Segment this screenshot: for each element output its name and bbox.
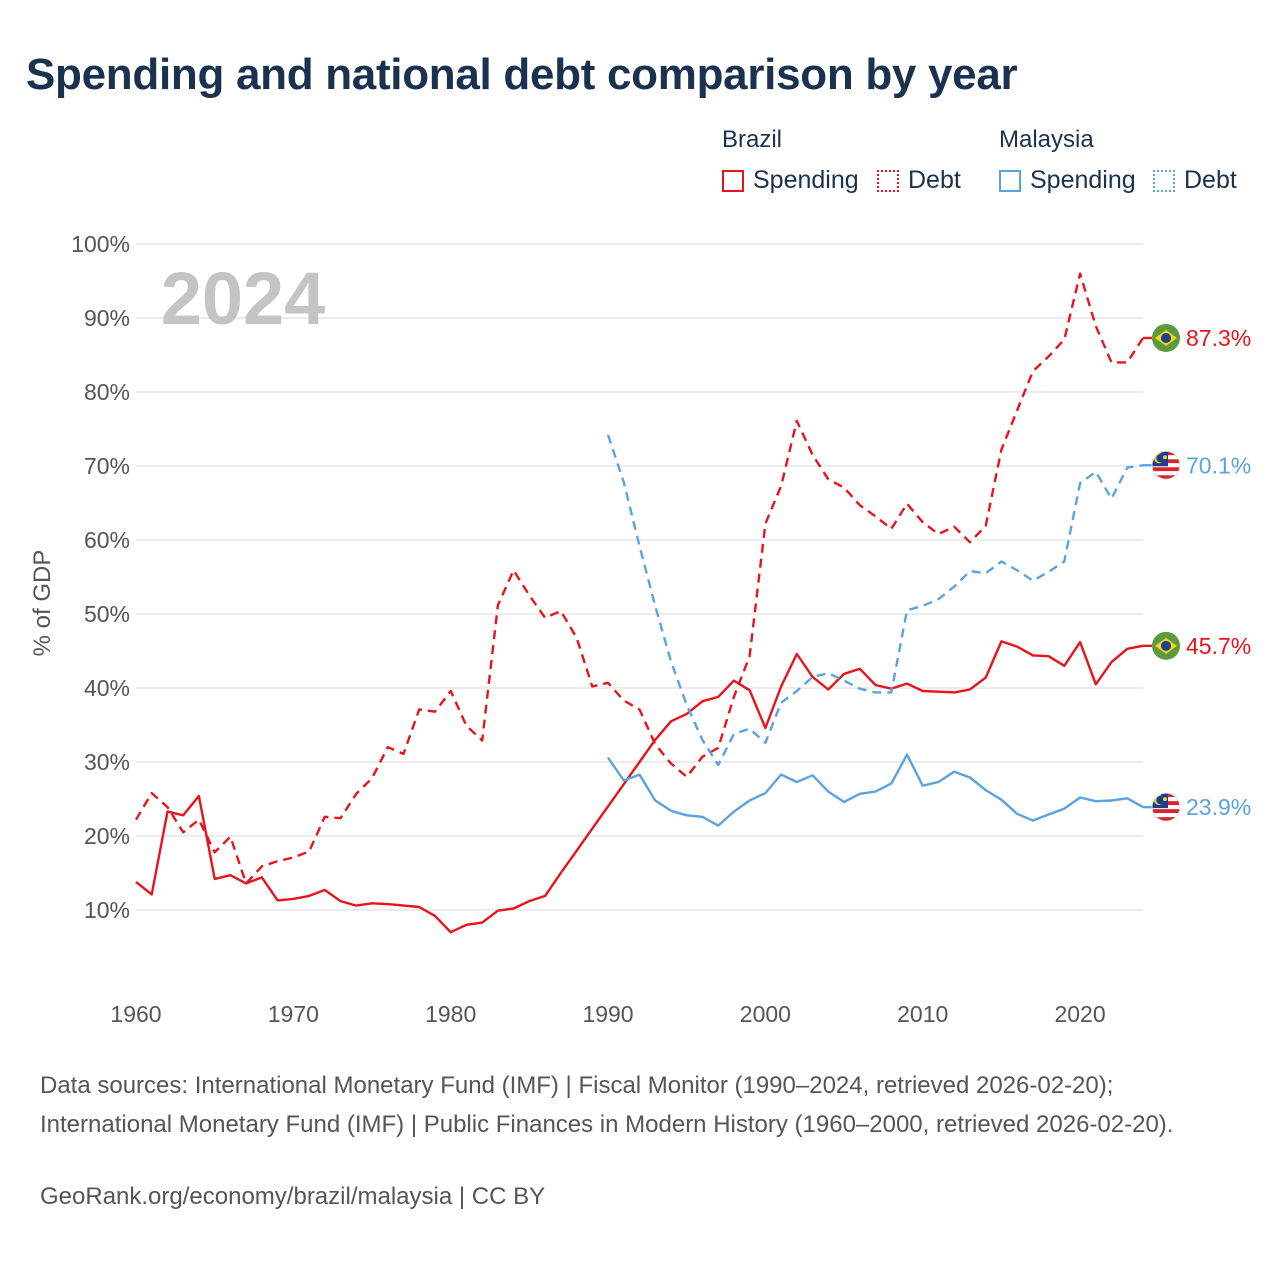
series-line-malaysia-debt[interactable] bbox=[606, 434, 1144, 767]
credit-link[interactable]: GeoRank.org/economy/brazil/malaysia | CC… bbox=[40, 1183, 546, 1210]
y-tick-label: 10% bbox=[84, 897, 130, 923]
legend-brazil-debt[interactable]: Debt bbox=[877, 166, 961, 195]
brazil-flag-icon bbox=[1152, 631, 1180, 660]
legend-group-malaysia: Malaysia bbox=[999, 126, 1094, 153]
legend-brazil-spending[interactable]: Spending bbox=[722, 166, 859, 195]
series-end-label: 70.1% bbox=[1186, 452, 1251, 478]
legend-swatch-solid-blue bbox=[999, 169, 1021, 192]
x-tick-label: 1960 bbox=[110, 1001, 161, 1027]
y-tick-label: 40% bbox=[84, 675, 130, 701]
year-watermark: 2024 bbox=[161, 257, 326, 340]
legend-swatch-solid-red bbox=[722, 169, 744, 192]
x-tick-label: 2000 bbox=[740, 1001, 791, 1027]
brazil-flag-icon bbox=[1152, 323, 1180, 352]
series-layer bbox=[134, 272, 1145, 934]
chart-title: Spending and national debt comparison by… bbox=[26, 50, 1018, 99]
legend-label: Spending bbox=[753, 166, 859, 194]
malaysia-flag-icon bbox=[1151, 450, 1181, 480]
y-tick-label: 30% bbox=[84, 749, 130, 775]
x-tick-label: 1980 bbox=[425, 1001, 476, 1027]
line-chart: 10% 20% 30% 40% 50% 60% 70% 80% 90% 100% 1960 1970… bbox=[29, 231, 1251, 1027]
series-end-label: 87.3% bbox=[1186, 325, 1251, 351]
legend-swatch-dotted-red bbox=[877, 169, 899, 192]
legend-malaysia-spending[interactable]: Spending bbox=[999, 166, 1136, 195]
x-tick-label: 1990 bbox=[582, 1001, 633, 1027]
y-axis-label: % of GDP bbox=[29, 550, 56, 657]
series-line-malaysia-spending[interactable] bbox=[607, 753, 1144, 827]
x-tick-label: 1970 bbox=[268, 1001, 319, 1027]
series-end-label: 23.9% bbox=[1186, 794, 1251, 820]
legend-label: Debt bbox=[908, 166, 961, 194]
y-tick-label: 60% bbox=[84, 527, 130, 553]
series-line-brazil-debt[interactable] bbox=[134, 272, 1145, 885]
y-axis: 10% 20% 30% 40% 50% 60% 70% 80% 90% 100% bbox=[71, 231, 130, 923]
malaysia-flag-icon bbox=[1151, 792, 1181, 822]
y-tick-label: 80% bbox=[84, 379, 130, 405]
endpoint-markers: 45.7% 87.3% 23.9% 70.1% bbox=[1143, 323, 1251, 822]
y-tick-label: 70% bbox=[84, 453, 130, 479]
y-tick-label: 90% bbox=[84, 305, 130, 331]
series-end-label: 45.7% bbox=[1186, 633, 1251, 659]
x-tick-label: 2010 bbox=[897, 1001, 948, 1027]
x-axis: 1960 1970 1980 1990 2000 2010 2020 bbox=[110, 1001, 1105, 1027]
y-tick-label: 50% bbox=[84, 601, 130, 627]
y-tick-label: 20% bbox=[84, 823, 130, 849]
legend-label: Debt bbox=[1184, 166, 1237, 194]
x-tick-label: 2020 bbox=[1054, 1001, 1105, 1027]
legend-swatch-dotted-blue bbox=[1153, 169, 1175, 192]
y-tick-label: 100% bbox=[71, 231, 130, 257]
legend-label: Spending bbox=[1030, 166, 1136, 194]
legend-group-brazil: Brazil bbox=[722, 126, 783, 153]
legend-malaysia-debt[interactable]: Debt bbox=[1153, 166, 1237, 195]
grid-lines bbox=[136, 243, 1143, 911]
series-line-brazil-spending[interactable] bbox=[135, 640, 1144, 934]
data-sources: Data sources: International Monetary Fun… bbox=[40, 1072, 1174, 1138]
